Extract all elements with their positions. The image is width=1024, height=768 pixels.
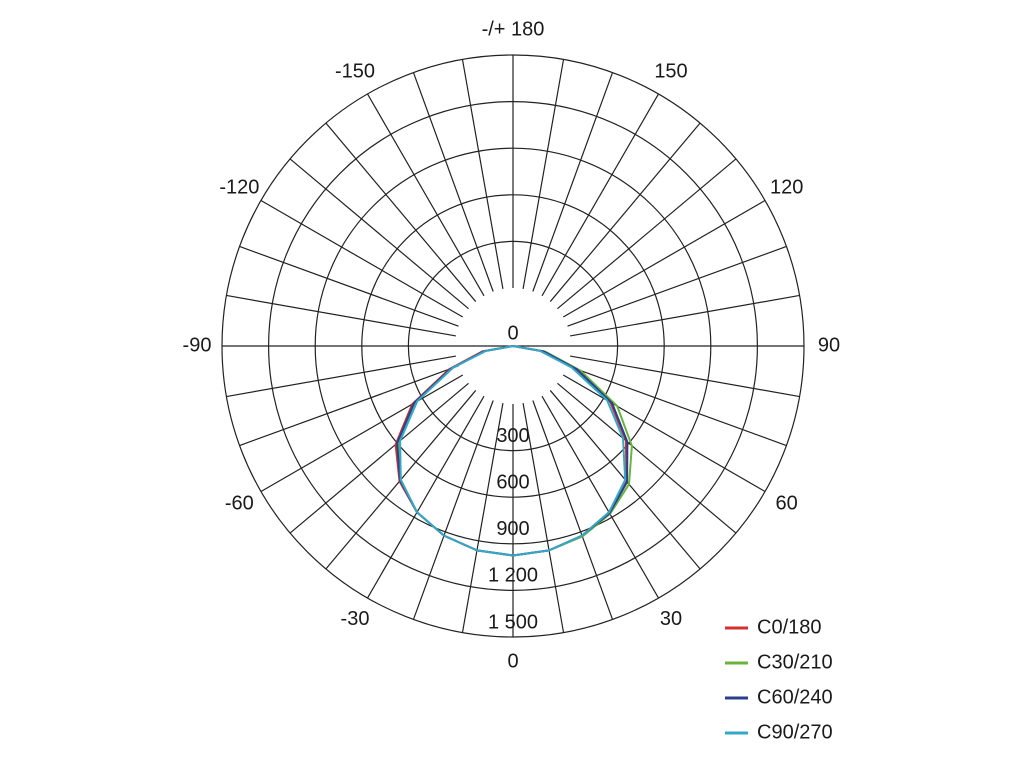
spoke [532, 400, 614, 620]
angle-label: 90 [818, 334, 840, 356]
angle-label: -30 [341, 608, 370, 630]
ring [314, 147, 712, 545]
legend-label: C30/210 [757, 651, 833, 673]
spoke [366, 93, 485, 297]
r-tick-label: 1 500 [488, 611, 538, 633]
spoke [289, 158, 469, 310]
legend-label: C90/270 [757, 721, 833, 743]
spoke [570, 294, 800, 337]
legend-label: C60/240 [757, 686, 833, 708]
spoke [532, 72, 614, 292]
r-tick-label: 0 [507, 322, 518, 344]
angle-label: -/+ 180 [482, 18, 545, 40]
ring [361, 194, 665, 498]
curve [399, 345, 627, 557]
spoke [325, 122, 477, 302]
spoke [412, 72, 494, 292]
ring [268, 101, 758, 591]
angle-label: 60 [776, 492, 798, 514]
angle-label: -90 [183, 334, 212, 356]
r-tick-label: 1 200 [488, 565, 538, 587]
angle-label: 30 [660, 608, 682, 630]
spoke [541, 93, 660, 297]
angle-label: 120 [770, 176, 803, 198]
spoke [239, 245, 459, 327]
spoke [549, 122, 701, 302]
spoke [461, 403, 504, 633]
angle-label: -150 [335, 61, 375, 83]
spoke [412, 400, 494, 620]
spoke [567, 365, 787, 447]
spoke [570, 355, 800, 398]
spoke [461, 59, 504, 289]
angle-label: -120 [219, 176, 259, 198]
legend-label: C0/180 [757, 616, 822, 638]
spoke [557, 158, 737, 310]
spoke [289, 382, 469, 534]
spoke [260, 374, 464, 493]
spoke [522, 403, 565, 633]
r-tick-label: 900 [496, 518, 529, 540]
spoke [366, 395, 485, 599]
spoke [562, 374, 766, 493]
spoke [557, 382, 737, 534]
spoke [239, 365, 459, 447]
ring [407, 240, 619, 452]
spoke [226, 294, 456, 337]
r-tick-label: 600 [496, 471, 529, 493]
spoke [260, 199, 464, 318]
spoke [541, 395, 660, 599]
spoke [226, 355, 456, 398]
angle-label: -60 [225, 492, 254, 514]
spoke [522, 59, 565, 289]
angle-label: 150 [654, 61, 687, 83]
spoke [562, 199, 766, 318]
spoke [567, 245, 787, 327]
ring [221, 54, 805, 638]
r-tick-label: 300 [496, 425, 529, 447]
angle-label: 0 [507, 650, 518, 672]
